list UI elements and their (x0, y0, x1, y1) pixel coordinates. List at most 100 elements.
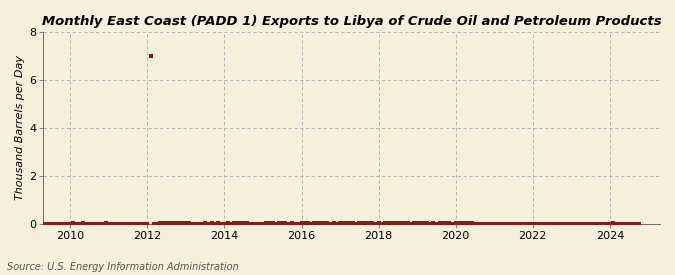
Point (569, 222, 580, 226)
Point (476, 222, 487, 226)
Point (306, 222, 317, 226)
Point (116, 222, 127, 226)
Point (338, 220, 349, 225)
Point (357, 220, 368, 225)
Point (293, 222, 304, 226)
Point (470, 222, 481, 226)
Point (94, 222, 105, 226)
Point (52, 222, 63, 226)
Point (180, 220, 191, 225)
Point (563, 222, 574, 226)
Point (312, 220, 323, 225)
Point (30, 222, 40, 226)
Point (152, 222, 163, 226)
Point (319, 220, 329, 225)
Point (434, 220, 445, 225)
Point (483, 222, 493, 226)
Point (572, 222, 583, 226)
Point (267, 220, 278, 225)
Point (72, 222, 82, 226)
Title: Monthly East Coast (PADD 1) Exports to Libya of Crude Oil and Petroleum Products: Monthly East Coast (PADD 1) Exports to L… (42, 15, 662, 28)
Point (290, 222, 300, 226)
Point (107, 222, 117, 226)
Point (630, 222, 641, 226)
Point (331, 222, 342, 226)
Point (229, 220, 240, 225)
Point (248, 222, 259, 226)
Point (258, 222, 269, 226)
Point (578, 222, 589, 226)
Point (386, 220, 397, 225)
Point (196, 222, 207, 226)
Point (280, 220, 291, 225)
Point (251, 222, 262, 226)
Point (351, 222, 362, 226)
Point (534, 222, 545, 226)
Point (460, 220, 470, 225)
Point (373, 220, 384, 225)
Point (457, 220, 468, 225)
Point (178, 220, 188, 225)
Point (624, 222, 634, 226)
Point (119, 222, 130, 226)
Point (543, 222, 554, 226)
Point (454, 220, 464, 225)
Point (148, 222, 159, 226)
Point (209, 222, 220, 226)
Point (354, 220, 364, 225)
Point (367, 220, 377, 225)
Point (103, 222, 114, 226)
Point (505, 222, 516, 226)
Point (123, 222, 134, 226)
Point (49, 222, 59, 226)
Point (364, 220, 375, 225)
Point (585, 222, 596, 226)
Point (527, 222, 538, 226)
Point (225, 222, 236, 226)
Point (524, 222, 535, 226)
Point (425, 222, 435, 226)
Point (547, 222, 558, 226)
Point (264, 220, 275, 225)
Point (158, 220, 169, 225)
Point (489, 222, 500, 226)
Point (582, 222, 593, 226)
Point (396, 220, 406, 225)
Point (43, 222, 53, 226)
Point (222, 220, 233, 225)
Point (341, 220, 352, 225)
Point (165, 220, 176, 225)
Point (415, 220, 426, 225)
Point (97, 222, 108, 226)
Point (113, 222, 124, 226)
Point (203, 222, 214, 226)
Point (277, 220, 288, 225)
Point (492, 222, 503, 226)
Point (55, 222, 66, 226)
Point (553, 222, 564, 226)
Point (184, 220, 194, 225)
Point (348, 220, 358, 225)
Point (100, 220, 111, 225)
Point (485, 222, 496, 226)
Point (273, 220, 284, 225)
Point (344, 220, 355, 225)
Point (466, 220, 477, 225)
Point (463, 220, 474, 225)
Point (502, 222, 512, 226)
Point (219, 222, 230, 226)
Y-axis label: Thousand Barrels per Day: Thousand Barrels per Day (15, 55, 25, 200)
Point (472, 222, 483, 226)
Point (408, 220, 419, 225)
Point (514, 222, 525, 226)
Point (110, 222, 121, 226)
Point (238, 220, 249, 225)
Point (377, 222, 387, 226)
Point (437, 220, 448, 225)
Point (441, 220, 452, 225)
Point (145, 54, 156, 58)
Point (412, 220, 423, 225)
Point (605, 222, 616, 226)
Point (87, 222, 98, 226)
Point (370, 222, 381, 226)
